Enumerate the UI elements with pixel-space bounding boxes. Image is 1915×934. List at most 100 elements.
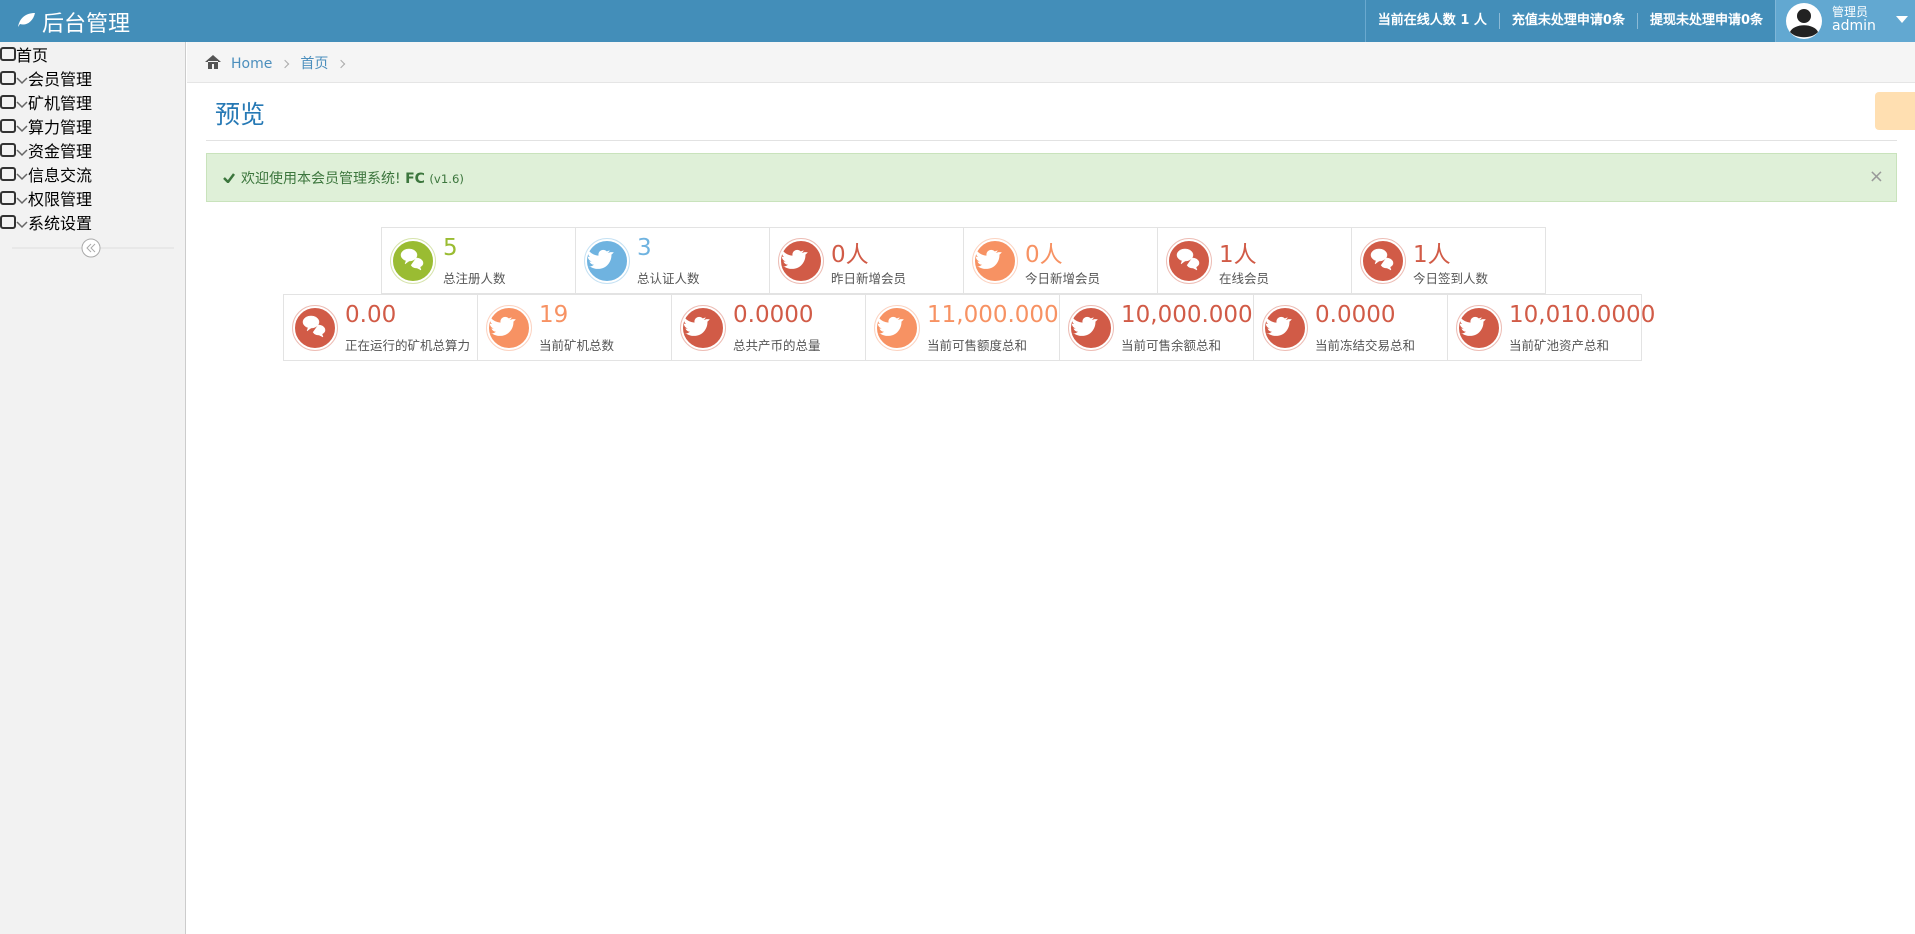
header-stats: 当前在线人数 1 人充值未处理申请0条 提现未处理申请0条 [1364, 0, 1775, 42]
menu-icon [0, 143, 16, 157]
stat-box: 0.0000 当前冻结交易总和 [1253, 294, 1448, 361]
stat-label: 今日签到人数 [1413, 271, 1489, 286]
stat-value: 19 [539, 302, 569, 328]
breadcrumb-items: Home 首页 [231, 53, 356, 73]
avatar [1786, 3, 1822, 39]
stat-value: 11,000.0000 [927, 302, 1074, 328]
stat-value: 1人 [1219, 242, 1257, 268]
caret [1896, 16, 1908, 23]
stats-row: 0.00 正在运行的矿机总算力 19 当前矿机总数 0.0000 总共产币的总量 11,00… [283, 294, 1655, 361]
stat-box: 0人今日新增会员 [963, 227, 1158, 294]
user-name: admin [1832, 18, 1876, 34]
stat-box: 1人今日签到人数 [1351, 227, 1546, 294]
menu-item[interactable]: 会员管理 [0, 66, 185, 90]
stat-icon [292, 305, 338, 351]
alert-brand: FC [405, 171, 425, 187]
alert-version: (v1.6) [429, 172, 464, 186]
stat-value: 0.0000 [1315, 302, 1396, 328]
stat-icon [1456, 305, 1502, 351]
stat-label: 当前矿池资产总和 [1509, 338, 1610, 353]
menu-label: 首页 [16, 46, 49, 65]
menu: 首页 会员管理矿机管理算力管理资金管理信息交流权限管理系统设置 [0, 42, 185, 234]
menu-item[interactable]: 矿机管理 [0, 90, 185, 114]
stat-icon [680, 305, 726, 351]
menu-label: 权限管理 [28, 190, 93, 209]
menu-item[interactable]: 系统设置 [0, 210, 185, 234]
header: 后台管理 当前在线人数 1 人充值未处理申请0条 提现未处理申请0条 管理员 ad… [0, 0, 1915, 42]
sidebar: 首页 会员管理矿机管理算力管理资金管理信息交流权限管理系统设置 [0, 42, 186, 934]
stat-label: 总注册人数 [443, 271, 506, 286]
stat-icon [584, 238, 630, 284]
menu-icon [0, 95, 16, 109]
header-stat[interactable]: 当前在线人数 1 人 [1377, 13, 1487, 28]
home-icon [205, 55, 221, 69]
breadcrumb-link[interactable]: Home [231, 56, 273, 72]
stat-icon [1166, 238, 1212, 284]
stat-value: 3 [637, 235, 652, 261]
breadcrumb: Home 首页 [187, 42, 1915, 83]
menu-item[interactable]: 信息交流 [0, 162, 185, 186]
chevron [16, 221, 28, 229]
menu-label: 资金管理 [28, 142, 93, 161]
stat-icon [1068, 305, 1114, 351]
menu-label: 算力管理 [28, 118, 93, 137]
stat-label: 当前可售余额总和 [1121, 338, 1222, 353]
menu-icon [0, 71, 16, 85]
stat-box: 10,000.0000 当前可售余额总和 [1059, 294, 1267, 361]
chevron [16, 101, 28, 109]
settings-button[interactable] [1875, 92, 1915, 130]
stats-row: 5 总注册人数 3 总认证人数 0人 昨日新增会员 0人 今日新增会员 1人 在线会员 1人 今日签到… [381, 227, 1546, 294]
stat-icon [778, 238, 824, 284]
stat-box: 10,010.0000 当前矿池资产总和 [1447, 294, 1655, 361]
menu-label: 矿机管理 [28, 94, 93, 113]
breadcrumb-sep [337, 59, 346, 69]
stat-box: 19 当前矿机总数 [477, 294, 672, 361]
header-stat[interactable]: 充值未处理申请0条 [1498, 13, 1637, 29]
chevron [16, 197, 28, 205]
breadcrumb-link[interactable]: 首页 [300, 56, 329, 72]
stat-value: 0人 [1025, 242, 1063, 268]
stat-icon [972, 238, 1018, 284]
header-stat[interactable]: 提现未处理申请0条 [1636, 13, 1775, 29]
menu-label: 信息交流 [28, 166, 93, 185]
chevron [16, 125, 28, 133]
menu-item[interactable]: 首页 [0, 42, 185, 66]
stat-icon [1360, 238, 1406, 284]
user-menu[interactable]: 管理员 admin [1775, 0, 1915, 42]
stat-label: 今日新增会员 [1025, 271, 1101, 286]
app-title[interactable]: 后台管理 [42, 12, 131, 37]
menu-icon [0, 215, 16, 229]
stat-value: 10,010.0000 [1509, 302, 1656, 328]
alert-close[interactable]: × [1868, 166, 1884, 187]
stat-value: 1人 [1413, 242, 1451, 268]
user-role: 管理员 [1832, 5, 1869, 19]
stat-label: 正在运行的矿机总算力 [345, 338, 471, 353]
breadcrumb-sep [281, 59, 290, 69]
stat-label: 当前矿机总数 [539, 338, 615, 353]
stat-icon [486, 305, 532, 351]
menu-item[interactable]: 权限管理 [0, 186, 185, 210]
stat-value: 0.0000 [733, 302, 814, 328]
check-icon [223, 173, 235, 183]
stat-value: 0人 [831, 242, 869, 268]
stat-label: 总认证人数 [637, 271, 700, 286]
menu-icon [0, 47, 16, 61]
divider [206, 140, 1897, 141]
chevron [16, 149, 28, 157]
menu-icon [0, 191, 16, 205]
stat-box: 0人昨日新增会员 [769, 227, 964, 294]
stat-icon [874, 305, 920, 351]
collapse-toggle[interactable] [0, 234, 186, 264]
menu-item[interactable]: 算力管理 [0, 114, 185, 138]
stat-value: 5 [443, 235, 458, 261]
stat-icon [390, 238, 436, 284]
stat-label: 当前冻结交易总和 [1315, 338, 1416, 353]
stat-box: 0.0000 总共产币的总量 [671, 294, 866, 361]
stat-label: 昨日新增会员 [831, 271, 907, 286]
stat-icon [1262, 305, 1308, 351]
stat-value: 10,000.0000 [1121, 302, 1268, 328]
menu-label: 系统设置 [28, 214, 93, 233]
stat-box: 5 总注册人数 [381, 227, 576, 294]
menu-item[interactable]: 资金管理 [0, 138, 185, 162]
